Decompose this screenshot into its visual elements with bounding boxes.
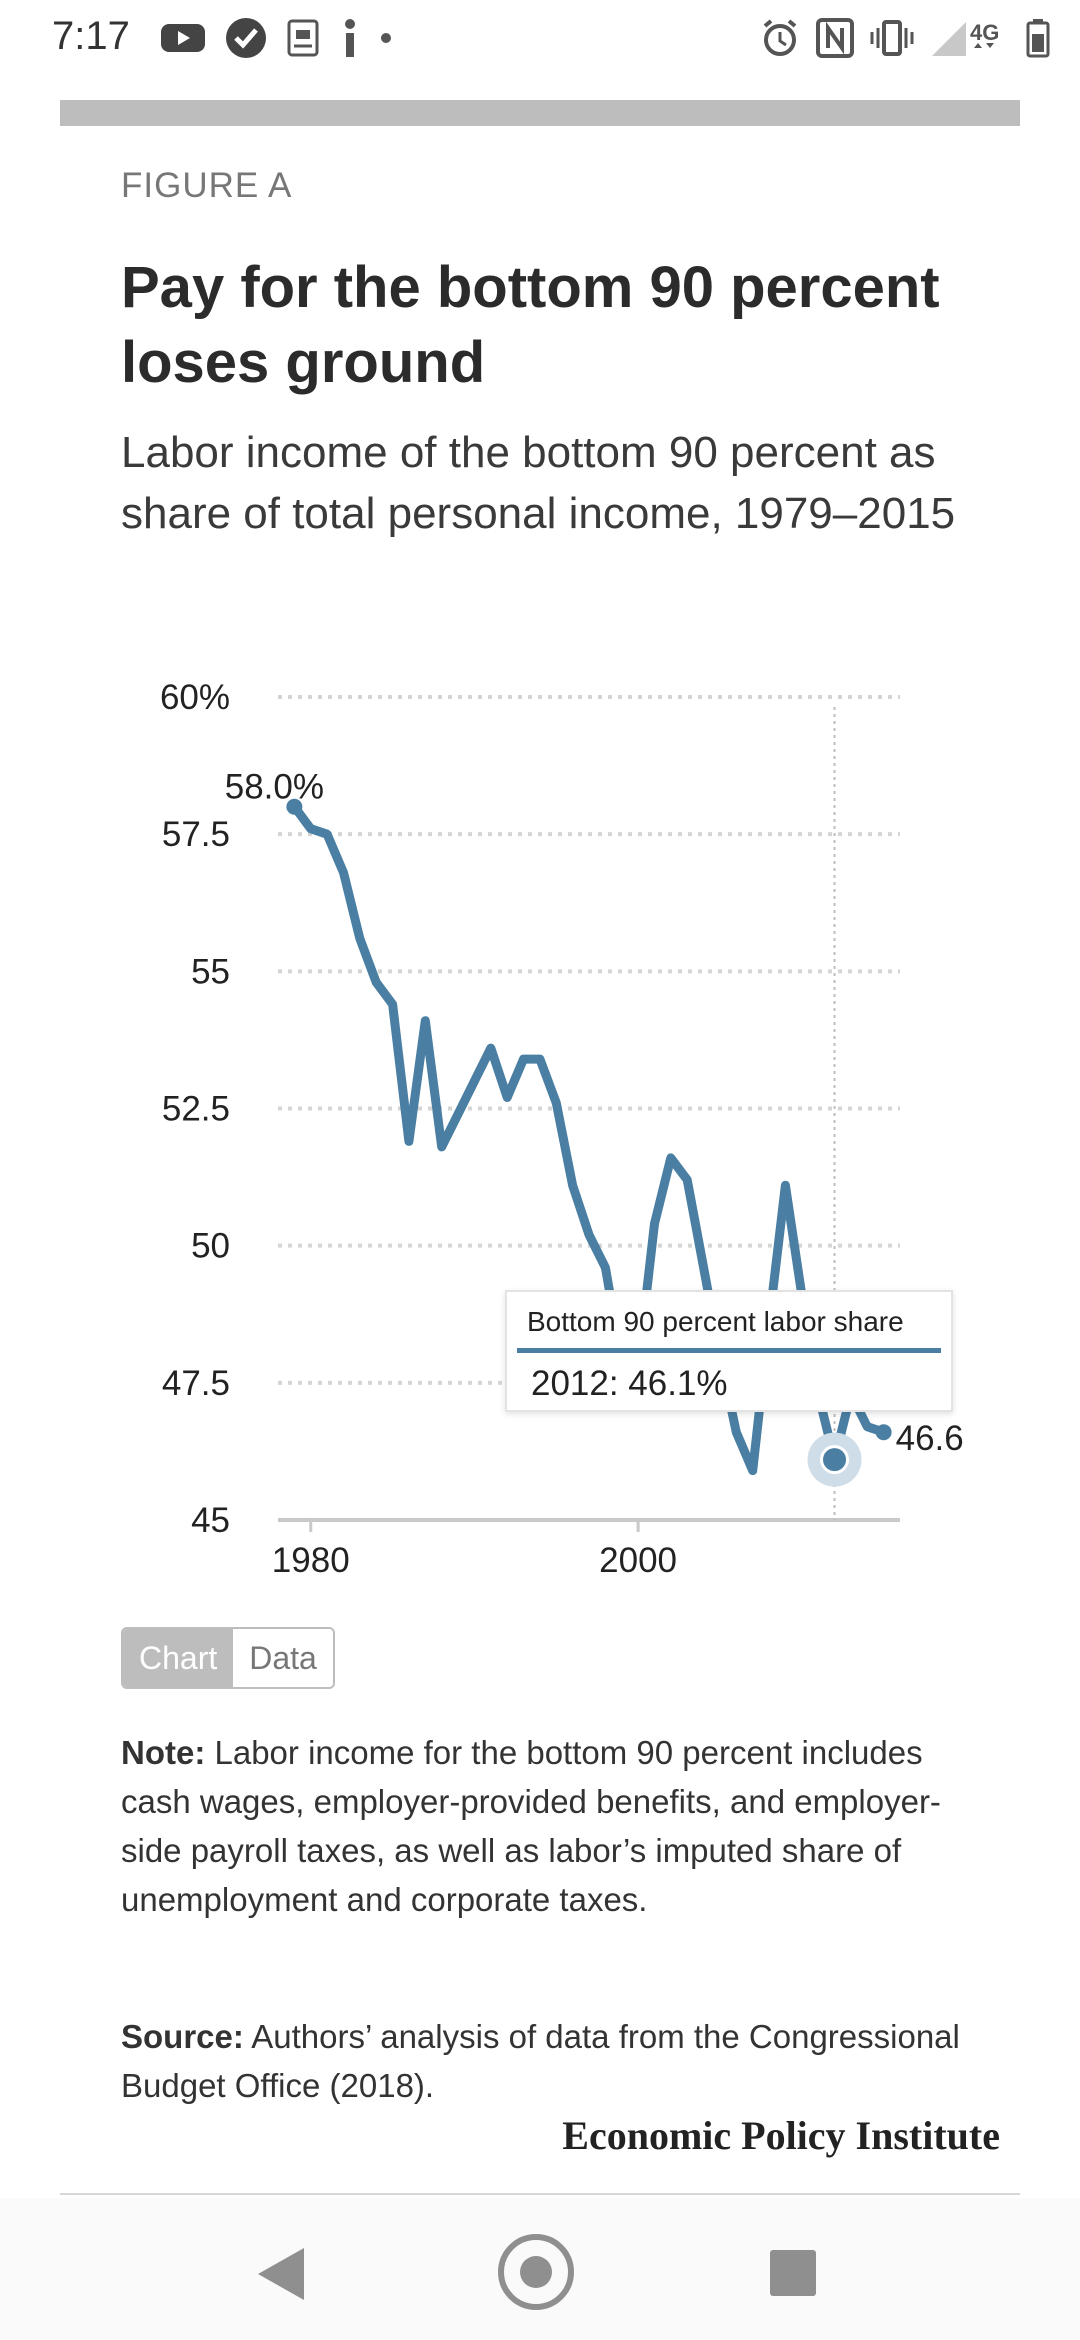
navigation-bar [0, 2198, 1080, 2340]
y-tick-label: 55 [191, 952, 230, 991]
hover-point[interactable] [820, 1445, 850, 1475]
info-icon [345, 19, 355, 57]
y-tick-label: 47.5 [162, 1364, 230, 1403]
end-value-label: 46.6 [896, 1419, 964, 1458]
nfc-icon [816, 18, 854, 58]
start-value-label: 58.0% [225, 768, 324, 807]
network-label: 4G [970, 20, 999, 45]
note-text: Labor income for the bottom 90 percent i… [121, 1734, 941, 1918]
vibrate-icon [870, 20, 914, 56]
signal-icon: 4G [932, 20, 999, 56]
status-icons-left [160, 16, 392, 60]
battery-icon [1026, 19, 1050, 58]
home-dot [520, 2256, 552, 2288]
youtube-icon [161, 24, 205, 52]
y-tick-label: 57.5 [162, 815, 230, 854]
figure-source: Source: Authors’ analysis of data from t… [121, 2012, 981, 2110]
y-axis-ticks: 45 47.5 50 52.5 55 57.5 60% [160, 678, 230, 1540]
chart-annotations: 58.0% 46.6 [225, 768, 964, 1458]
tooltip-series-name: Bottom 90 percent labor share [527, 1306, 904, 1337]
source-label: Source: [121, 2018, 244, 2055]
start-point [286, 798, 303, 815]
dot-icon [381, 33, 391, 43]
id-card-icon [287, 19, 319, 57]
status-bar: 7:17 [0, 0, 1080, 76]
tooltip-color-bar [517, 1348, 941, 1353]
end-point [875, 1424, 892, 1441]
view-toggle: Chart Data [121, 1627, 335, 1689]
note-label: Note: [121, 1734, 206, 1771]
series-line [289, 802, 889, 1476]
chart-tooltip: Bottom 90 percent labor share 2012: 46.1… [505, 1290, 953, 1412]
y-tick-label: 50 [191, 1227, 230, 1266]
status-icons-right: 4G [760, 16, 1050, 60]
back-icon[interactable] [258, 2248, 304, 2300]
figure-title: Pay for the bottom 90 percent loses grou… [121, 255, 940, 395]
top-rule [60, 100, 1020, 126]
figure-subtitle: Labor income of the bottom 90 percent as… [121, 428, 956, 538]
bottom-rule [60, 2193, 1020, 2195]
check-circle-icon [226, 18, 266, 58]
source-text: Authors’ analysis of data from the Congr… [121, 2018, 960, 2104]
line-chart[interactable]: 45 47.5 50 52.5 55 57.5 60% 1980 2000 58.0% 46.6 [0, 660, 1080, 1600]
tooltip-value: 2012: 46.1% [531, 1364, 728, 1403]
x-tick-label: 1980 [272, 1541, 350, 1580]
data-toggle-button[interactable]: Data [233, 1629, 333, 1687]
x-tick-label: 2000 [599, 1541, 677, 1580]
figure-note: Note: Labor income for the bottom 90 per… [121, 1728, 981, 1924]
brand-logo: Economic Policy Institute [562, 2113, 1000, 2158]
figure-label: FIGURE A [121, 166, 293, 205]
status-time: 7:17 [52, 14, 130, 58]
chart-series [286, 798, 892, 1487]
home-icon[interactable] [498, 2234, 574, 2310]
y-tick-label: 45 [191, 1501, 230, 1540]
y-tick-label: 52.5 [162, 1090, 230, 1129]
recents-icon[interactable] [770, 2250, 816, 2296]
chart-toggle-button[interactable]: Chart [123, 1629, 234, 1687]
alarm-icon [763, 19, 797, 56]
x-axis-ticks: 1980 2000 [272, 1518, 677, 1580]
y-tick-label: 60% [160, 678, 230, 717]
